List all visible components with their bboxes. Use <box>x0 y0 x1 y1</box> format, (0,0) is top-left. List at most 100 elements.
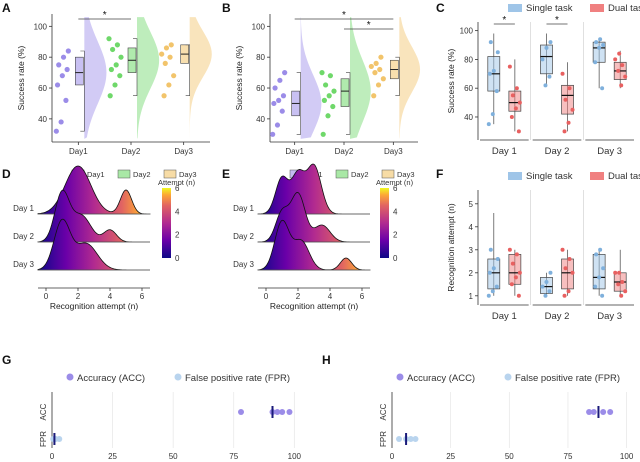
range-bracket <box>395 56 400 97</box>
facet-label: Day 3 <box>597 311 622 322</box>
data-point <box>513 275 518 280</box>
data-point <box>63 97 69 103</box>
data-point <box>590 409 597 415</box>
box <box>592 41 606 63</box>
data-point <box>544 280 549 284</box>
significance-star: * <box>555 15 559 26</box>
data-point <box>560 247 565 252</box>
colorbar-tick-label: 4 <box>393 207 398 216</box>
data-point <box>113 62 119 68</box>
data-point <box>65 48 71 54</box>
data-point <box>586 409 593 415</box>
data-point <box>616 68 621 73</box>
y-tick-label: 100 <box>460 27 474 36</box>
data-point <box>59 73 65 79</box>
data-point <box>607 409 614 415</box>
y-tick-label: 3 <box>469 246 474 255</box>
legend-label: Day1 <box>87 170 105 179</box>
legend-swatch <box>163 169 177 179</box>
data-point <box>543 83 548 88</box>
facet-label: Day 1 <box>492 311 517 322</box>
x-tick-label: 100 <box>620 452 634 461</box>
data-point <box>378 54 384 60</box>
panel-h-dotplot: Accuracy (ACC) False positive rate (FPR) 0… <box>379 373 634 461</box>
x-tick-label: 75 <box>229 452 238 461</box>
data-point <box>600 86 605 91</box>
violin-density <box>350 17 371 139</box>
x-tick-label: 25 <box>108 452 117 461</box>
panel-label-f: F <box>436 167 443 181</box>
panel-label-a: A <box>2 1 11 15</box>
data-point <box>407 436 414 442</box>
data-point <box>598 37 603 42</box>
data-point <box>490 112 495 117</box>
panel-label-d: D <box>2 167 11 181</box>
x-axis-title: Recognition attempt (n) <box>270 301 359 311</box>
y-tick-label: ACC <box>39 403 48 420</box>
data-point <box>396 436 403 442</box>
data-point <box>514 252 519 257</box>
data-point <box>274 409 281 415</box>
box <box>487 258 501 290</box>
data-point <box>282 70 288 76</box>
y-tick-label: ACC <box>379 403 388 420</box>
y-tick-label: 80 <box>464 55 473 64</box>
legend-label: False positive rate (FPR) <box>515 373 620 384</box>
y-tick-label: 4 <box>469 223 474 232</box>
y-tick-label: 60 <box>38 84 47 93</box>
panel-label-e: E <box>222 167 230 181</box>
violin-density <box>399 17 421 139</box>
y-tick-label: 2 <box>469 269 474 278</box>
x-tick-label: 6 <box>360 292 365 301</box>
data-point <box>623 289 628 294</box>
data-point <box>487 270 492 275</box>
y-axis-title: Success rate (%) <box>446 48 456 113</box>
data-point <box>509 114 514 119</box>
data-point <box>619 83 624 88</box>
data-point <box>54 82 61 88</box>
range-bracket <box>346 72 351 135</box>
facet-label: Day 1 <box>492 146 517 157</box>
data-point <box>373 60 379 66</box>
data-point <box>272 85 278 91</box>
data-point <box>594 40 599 45</box>
data-point <box>60 54 67 60</box>
range-bracket <box>185 44 190 97</box>
data-point <box>566 120 571 125</box>
data-point <box>320 131 326 137</box>
legend-label: False positive rate (FPR) <box>185 373 290 384</box>
data-point <box>547 74 552 79</box>
data-point <box>516 129 521 134</box>
violin-density <box>84 17 107 139</box>
legend-label: Day2 <box>133 170 151 179</box>
violin-density <box>189 17 212 139</box>
y-tick-label: Day 3 <box>13 260 34 269</box>
legend-label: Dual task <box>608 3 640 14</box>
data-point <box>270 131 276 137</box>
y-tick-label: 100 <box>34 22 48 31</box>
data-point <box>371 93 377 99</box>
data-point <box>112 82 118 88</box>
y-tick-label: Day 1 <box>13 204 34 213</box>
y-tick-label: 100 <box>252 22 266 31</box>
y-tick-label: FPR <box>379 431 388 447</box>
legend-label: Dual task <box>608 171 640 182</box>
data-point <box>488 247 493 252</box>
colorbar <box>162 188 171 258</box>
data-point <box>488 40 493 45</box>
data-point <box>570 270 575 275</box>
data-point <box>412 436 419 442</box>
y-tick-label: 60 <box>464 84 473 93</box>
panel-label-b: B <box>222 1 231 15</box>
data-point <box>516 293 521 298</box>
x-tick-label: 25 <box>446 452 455 461</box>
y-tick-label: 60 <box>256 84 265 93</box>
data-point <box>517 100 522 105</box>
data-point <box>570 107 575 112</box>
y-axis-title: Success rate (%) <box>16 45 26 110</box>
data-point <box>509 282 514 287</box>
data-point <box>548 40 553 45</box>
x-tick-label: Day1 <box>285 147 304 156</box>
